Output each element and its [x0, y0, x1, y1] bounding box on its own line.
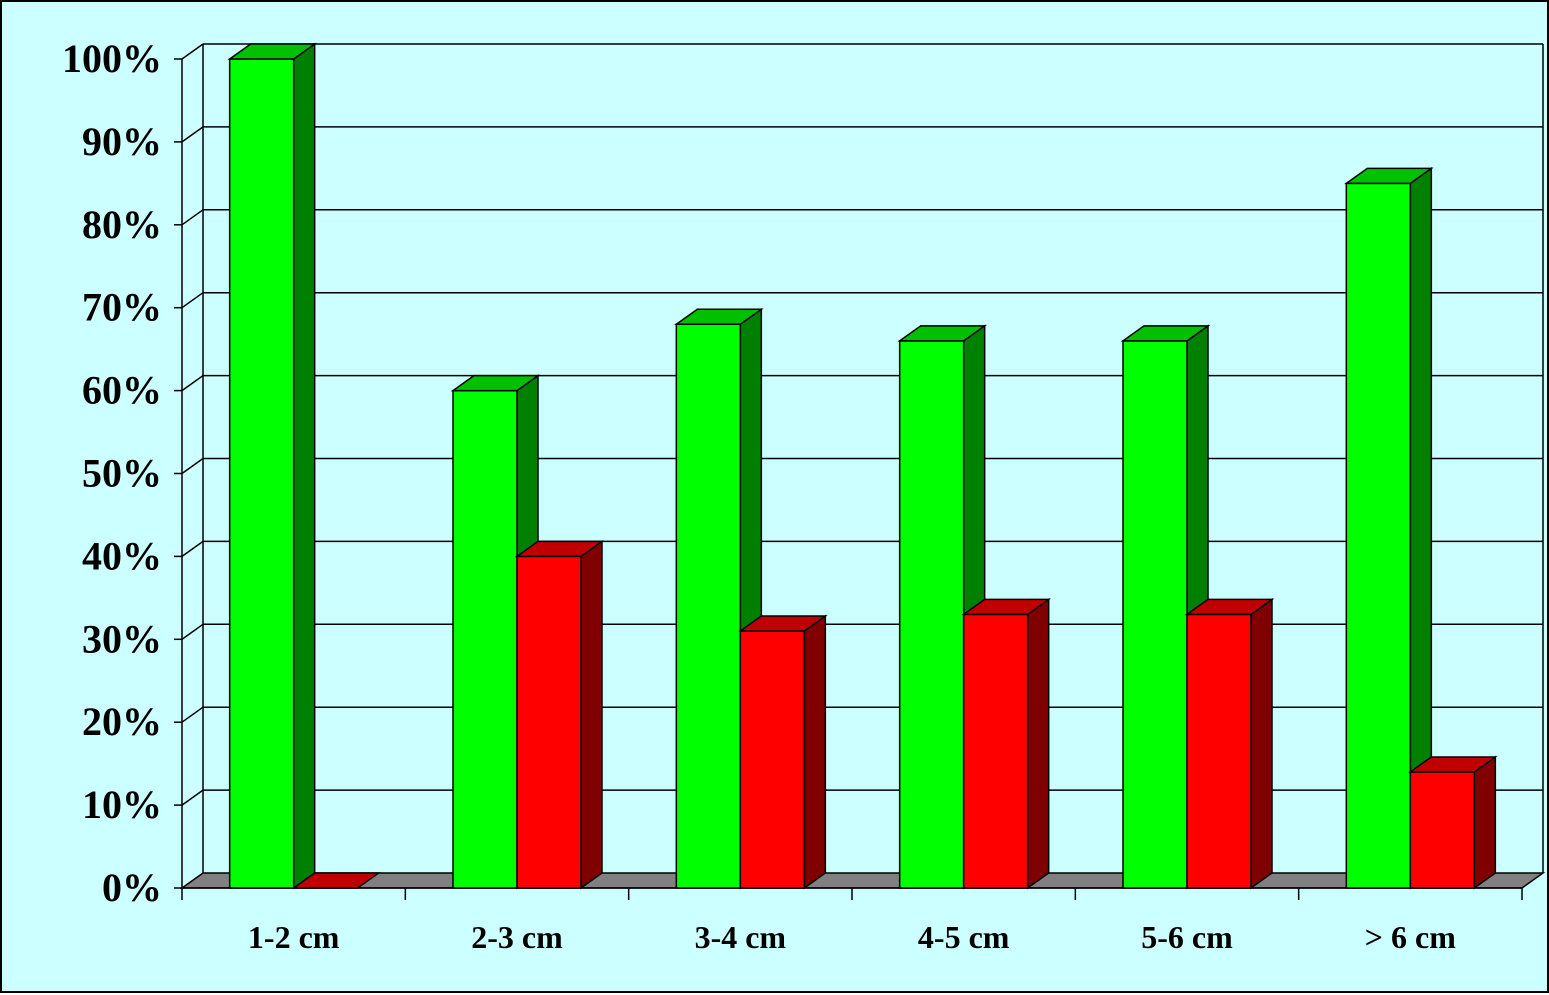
- gridlines: [179, 43, 1546, 889]
- bar-top: [1343, 167, 1434, 185]
- bar-top: [450, 374, 541, 392]
- bar: [514, 539, 605, 890]
- x-tick-label: > 6 cm: [1365, 919, 1456, 955]
- gridline-depth: [181, 43, 204, 60]
- bar: [1184, 597, 1275, 890]
- bar-side: [580, 539, 603, 890]
- bar-front: [898, 340, 965, 889]
- bar-top: [737, 615, 828, 632]
- gridline-depth: [181, 623, 204, 640]
- gridline-depth: [181, 292, 204, 309]
- bar-front: [1345, 182, 1412, 889]
- floor: [179, 872, 1546, 889]
- bar-front: [675, 323, 742, 889]
- bar: [291, 872, 382, 889]
- y-tick-label: 90%: [82, 119, 162, 164]
- bar-top: [1120, 325, 1211, 342]
- bar-front: [452, 389, 518, 889]
- y-tick-label: 100%: [62, 36, 162, 81]
- x-tick-label: 2-3 cm: [471, 919, 563, 955]
- bar: [961, 597, 1052, 890]
- x-tick-label: 1-2 cm: [248, 919, 340, 955]
- y-tick-label: 30%: [82, 616, 162, 661]
- bar-top: [514, 540, 605, 558]
- gridline-depth: [181, 126, 204, 143]
- bars: [227, 42, 1498, 890]
- bar-top: [673, 308, 764, 326]
- bar-side: [803, 614, 827, 890]
- bar-side: [1026, 597, 1050, 890]
- x-tick-label: 4-5 cm: [918, 919, 1010, 955]
- bar-front: [739, 630, 806, 889]
- bar-top: [227, 43, 318, 60]
- y-tick-label: 60%: [82, 368, 162, 413]
- bar: [1407, 755, 1498, 890]
- tick-labels: 0% 10% 20% 30% 40% 50% 60% 70% 80% 90% 100% 1-2 cm 2…: [62, 36, 1456, 955]
- bar-front: [516, 555, 582, 889]
- bar-front: [228, 58, 295, 889]
- bar-top: [1407, 756, 1498, 773]
- bar-front: [962, 613, 1029, 889]
- x-tick-label: 3-4 cm: [695, 919, 787, 955]
- bar-front: [1409, 771, 1476, 889]
- axes: [174, 58, 1523, 900]
- bar-side: [1250, 597, 1273, 890]
- gridline-depth: [181, 789, 204, 806]
- bar: [227, 42, 318, 890]
- bar-top: [1184, 598, 1275, 616]
- bar-side: [1473, 755, 1497, 890]
- gridline-depth: [181, 706, 204, 723]
- y-tick-label: 20%: [82, 699, 162, 744]
- y-tick-label: 40%: [82, 533, 162, 578]
- gridline-depth: [181, 209, 204, 226]
- x-tick-label: 5-6 cm: [1141, 919, 1233, 955]
- gridline-depth: [181, 374, 204, 392]
- bar-top: [897, 325, 988, 342]
- bar-side: [292, 42, 316, 890]
- y-tick-label: 70%: [82, 285, 162, 330]
- gridline-depth: [181, 540, 204, 558]
- bar-top: [961, 598, 1052, 616]
- y-tick-label: 50%: [82, 451, 162, 496]
- y-tick-label: 10%: [82, 782, 162, 827]
- y-tick-label: 80%: [82, 202, 162, 247]
- bar: [1343, 166, 1434, 890]
- bar-top: [291, 872, 382, 889]
- bar-front: [1122, 340, 1188, 889]
- bar-front: [1186, 613, 1252, 889]
- bar: [737, 614, 828, 890]
- gridline-depth: [181, 457, 204, 475]
- y-tick-label: 0%: [102, 865, 162, 910]
